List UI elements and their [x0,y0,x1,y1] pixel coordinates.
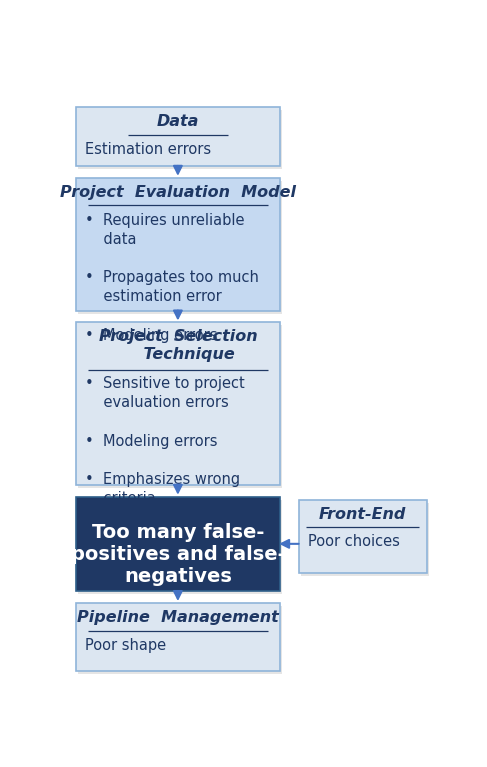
FancyBboxPatch shape [76,107,280,166]
FancyBboxPatch shape [76,322,280,485]
FancyBboxPatch shape [78,499,281,594]
FancyBboxPatch shape [78,181,281,314]
FancyBboxPatch shape [78,606,281,673]
Text: Poor shape: Poor shape [85,637,167,653]
Text: •  Requires unreliable
    data

•  Propagates too much
    estimation error

• : • Requires unreliable data • Propagates … [85,212,259,343]
FancyBboxPatch shape [300,502,429,576]
FancyBboxPatch shape [76,603,280,671]
Text: Estimation errors: Estimation errors [85,142,211,156]
Text: Poor choices: Poor choices [308,535,400,549]
Text: Project  Evaluation  Model: Project Evaluation Model [60,185,296,199]
Text: •  Sensitive to project
    evaluation errors

•  Modeling errors

•  Emphasizes: • Sensitive to project evaluation errors… [85,376,245,506]
Text: Data: Data [157,114,199,129]
Text: Project  Selection
    Technique: Project Selection Technique [98,330,257,362]
FancyBboxPatch shape [76,178,280,311]
FancyBboxPatch shape [78,325,281,488]
Text: Front-End: Front-End [319,507,407,522]
FancyBboxPatch shape [299,499,427,574]
FancyBboxPatch shape [78,110,281,169]
Text: Too many false-
positives and false-
negatives: Too many false- positives and false- neg… [71,522,285,585]
Text: Pipeline  Management: Pipeline Management [77,610,279,625]
FancyBboxPatch shape [76,496,280,591]
